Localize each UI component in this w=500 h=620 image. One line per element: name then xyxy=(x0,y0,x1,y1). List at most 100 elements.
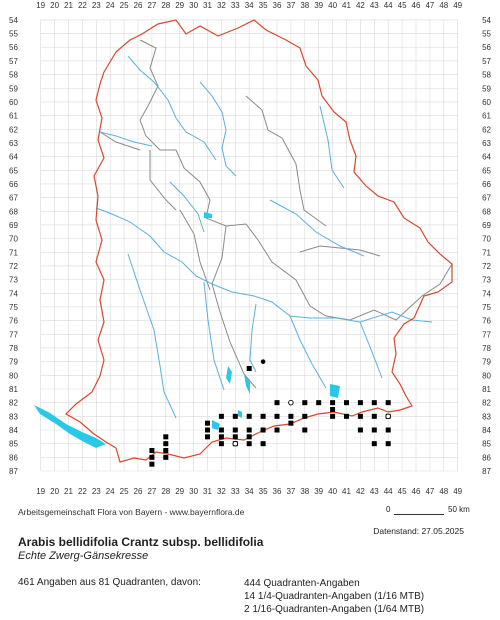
quadrant-marker xyxy=(163,441,169,447)
quadrant-marker xyxy=(344,413,349,419)
scale-zero-label: 0 xyxy=(386,505,391,514)
y-tick-label-left: 81 xyxy=(9,385,18,394)
x-tick-label-bottom: 23 xyxy=(92,487,101,496)
quadrant-marker xyxy=(218,427,224,433)
x-tick-label-bottom: 29 xyxy=(175,487,184,496)
stats-quarter-quadrant: 14 1/4-Quadranten-Angaben (1/16 MTB) xyxy=(244,591,425,602)
quadrant-marker xyxy=(218,441,224,447)
x-tick-label-top: 25 xyxy=(120,1,129,10)
quadrant-marker xyxy=(149,454,155,460)
quadrant-marker xyxy=(330,406,336,412)
y-tick-label-left: 77 xyxy=(9,330,18,339)
quadrant-marker xyxy=(302,427,308,433)
y-tick-label-left: 56 xyxy=(9,43,18,52)
y-tick-label-right: 87 xyxy=(482,467,491,476)
x-tick-label-top: 41 xyxy=(342,1,351,10)
y-tick-label-right: 54 xyxy=(482,16,491,25)
quadrant-marker xyxy=(260,441,266,447)
x-tick-label-bottom: 45 xyxy=(398,487,407,496)
species-name: Arabis bellidifolia Crantz subsp. bellid… xyxy=(18,535,264,549)
x-tick-label-bottom: 27 xyxy=(147,487,156,496)
quadrant-marker xyxy=(316,400,322,406)
x-tick-label-bottom: 36 xyxy=(273,487,282,496)
y-tick-label-right: 79 xyxy=(482,358,491,367)
quadrant-marker xyxy=(385,441,391,447)
quadrant-marker xyxy=(232,434,238,440)
x-tick-label-top: 36 xyxy=(273,1,282,10)
x-tick-label-bottom: 40 xyxy=(328,487,337,496)
quadrant-marker xyxy=(302,413,308,419)
x-tick-label-top: 21 xyxy=(64,1,73,10)
y-tick-label-left: 70 xyxy=(9,235,18,244)
stats-breakdown: 444 Quadranten-Angaben 14 1/4-Quadranten… xyxy=(244,577,424,616)
y-tick-label-right: 64 xyxy=(482,153,491,162)
x-tick-label-bottom: 41 xyxy=(342,487,351,496)
x-tick-label-top: 24 xyxy=(106,1,115,10)
x-tick-label-bottom: 34 xyxy=(245,487,254,496)
quadrant-marker xyxy=(205,434,210,440)
y-tick-label-left: 83 xyxy=(9,412,18,421)
x-tick-label-top: 40 xyxy=(328,1,337,10)
y-tick-label-right: 55 xyxy=(482,30,491,39)
x-tick-label-bottom: 47 xyxy=(425,487,434,496)
y-tick-label-left: 86 xyxy=(9,453,18,462)
y-tick-label-right: 66 xyxy=(482,180,491,189)
scale-line xyxy=(394,514,444,515)
y-tick-label-right: 77 xyxy=(482,330,491,339)
y-tick-label-left: 69 xyxy=(9,221,18,230)
x-tick-label-top: 20 xyxy=(50,1,59,10)
x-tick-label-top: 29 xyxy=(175,1,184,10)
quadrant-marker xyxy=(357,413,363,419)
x-tick-label-bottom: 38 xyxy=(300,487,309,496)
y-tick-label-left: 79 xyxy=(9,358,18,367)
x-tick-label-bottom: 26 xyxy=(134,487,143,496)
y-tick-label-left: 76 xyxy=(9,317,18,326)
y-tick-label-right: 83 xyxy=(482,412,491,421)
x-tick-label-top: 42 xyxy=(356,1,365,10)
x-tick-label-bottom: 32 xyxy=(217,487,226,496)
y-tick-label-left: 72 xyxy=(9,262,18,271)
x-tick-label-bottom: 21 xyxy=(64,487,73,496)
y-tick-label-right: 71 xyxy=(482,248,491,257)
y-tick-label-right: 63 xyxy=(482,139,491,148)
y-tick-label-left: 62 xyxy=(9,125,18,134)
y-tick-label-right: 74 xyxy=(482,289,491,298)
y-tick-label-right: 68 xyxy=(482,207,491,216)
scale-bar: 0 50 km xyxy=(386,504,486,520)
quadrant-marker xyxy=(232,413,238,419)
y-tick-label-right: 57 xyxy=(482,57,491,66)
regional-borders xyxy=(99,39,453,389)
quadrant-marker xyxy=(302,400,308,406)
y-tick-label-right: 75 xyxy=(482,303,491,312)
x-tick-label-top: 38 xyxy=(300,1,309,10)
map-grid xyxy=(40,19,459,472)
quadrant-marker xyxy=(330,413,336,419)
y-tick-label-left: 87 xyxy=(9,467,18,476)
x-tick-label-bottom: 37 xyxy=(286,487,295,496)
lakes xyxy=(34,212,340,448)
y-tick-label-left: 58 xyxy=(9,71,18,80)
sixteenth-quadrant-marker xyxy=(288,399,294,406)
x-tick-label-bottom: 44 xyxy=(384,487,393,496)
y-tick-label-left: 59 xyxy=(9,84,18,93)
quadrant-marker xyxy=(371,441,377,447)
quadrant-marker xyxy=(385,427,391,433)
y-tick-label-left: 66 xyxy=(9,180,18,189)
quadrant-marker xyxy=(246,441,252,447)
x-tick-label-bottom: 49 xyxy=(453,487,462,496)
x-tick-label-top: 27 xyxy=(147,1,156,10)
quadrant-marker xyxy=(371,427,377,433)
x-tick-label-top: 26 xyxy=(134,1,143,10)
x-tick-label-top: 44 xyxy=(384,1,393,10)
y-tick-label-right: 81 xyxy=(482,385,491,394)
x-tick-label-top: 37 xyxy=(286,1,295,10)
x-tick-label-bottom: 39 xyxy=(314,487,323,496)
y-tick-label-left: 67 xyxy=(9,194,18,203)
y-tick-label-right: 82 xyxy=(482,399,491,408)
x-tick-label-top: 43 xyxy=(370,1,379,10)
quarter-quadrant-marker xyxy=(149,461,155,467)
credit-text: Arbeitsgemeinschaft Flora von Bayern - w… xyxy=(18,507,245,517)
occurrence-markers xyxy=(149,359,391,467)
sixteenth-quadrant-marker xyxy=(232,440,239,447)
distribution-map: 19 19 20 20 21 21 22 22 23 23 24 24 25 25 26 26 27 27 28 28… xyxy=(9,1,492,496)
